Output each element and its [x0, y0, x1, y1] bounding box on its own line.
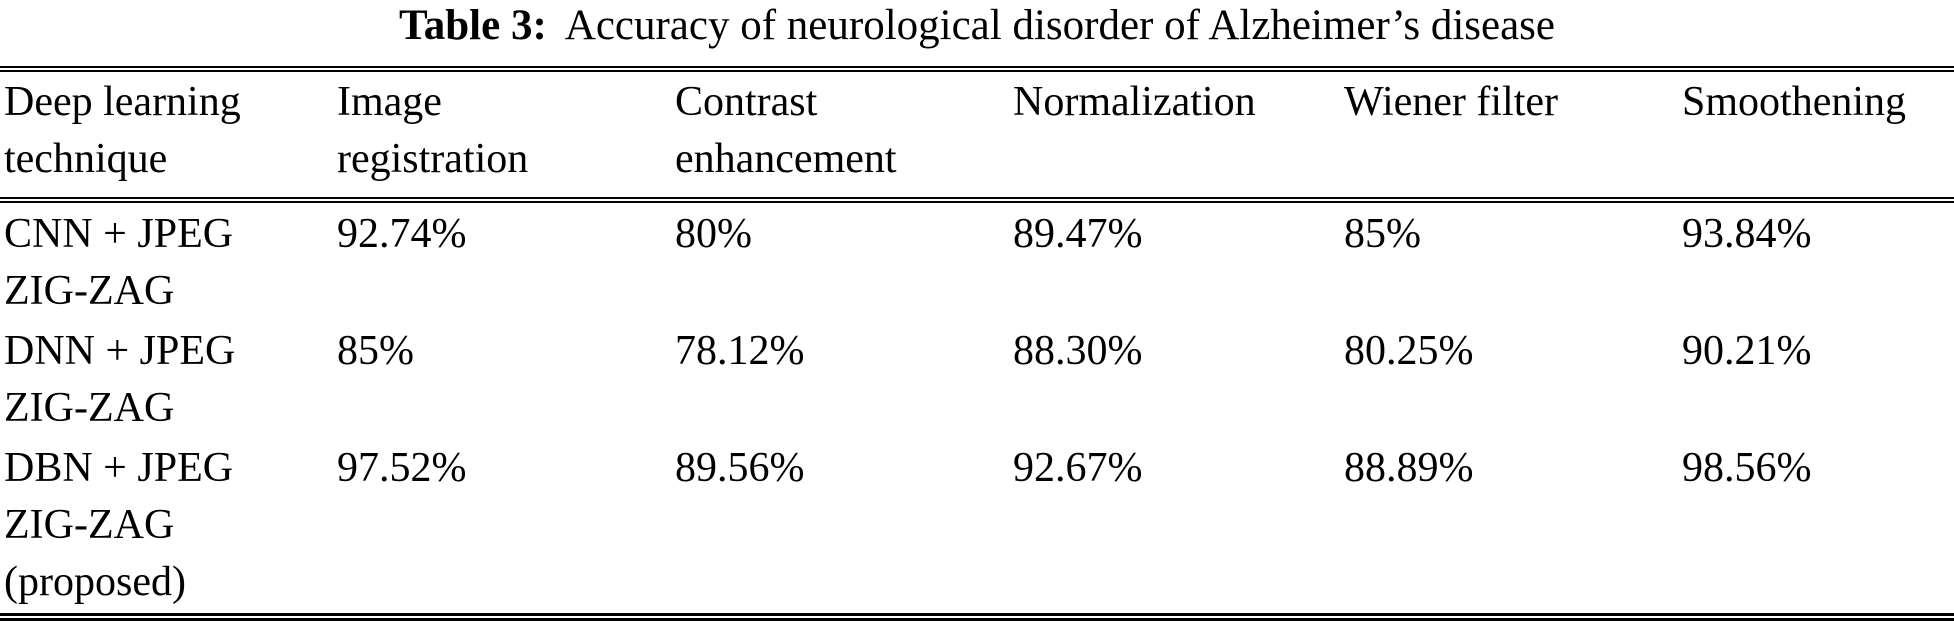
value-cell: 80%	[675, 211, 752, 257]
value-cell: 88.89%	[1344, 445, 1474, 491]
table-header: Deep learning technique Image registrati…	[0, 69, 1954, 203]
column-header-contrast-enhancement: Contrast enhancement	[671, 69, 1009, 203]
value-cell: 89.47%	[1013, 211, 1143, 257]
table-row: DBN + JPEG ZIG-ZAG (proposed) 97.52% 89.…	[0, 437, 1954, 617]
table-caption-label: Table 3:	[399, 2, 547, 49]
technique-cell: DNN + JPEG ZIG-ZAG	[4, 328, 236, 431]
table-caption-text: Accuracy of neurological disorder of Alz…	[564, 2, 1555, 49]
value-cell: 92.67%	[1013, 445, 1143, 491]
technique-cell: DBN + JPEG ZIG-ZAG (proposed)	[4, 445, 234, 605]
column-header-smoothening: Smoothening	[1678, 69, 1954, 203]
value-cell: 93.84%	[1682, 211, 1812, 257]
value-cell: 98.56%	[1682, 445, 1812, 491]
value-cell: 90.21%	[1682, 328, 1812, 374]
column-header-normalization: Normalization	[1009, 69, 1340, 203]
header-row: Deep learning technique Image registrati…	[0, 69, 1954, 203]
technique-cell: CNN + JPEG ZIG-ZAG	[4, 211, 234, 314]
results-table: Deep learning technique Image registrati…	[0, 66, 1954, 621]
column-header-deep-learning-technique: Deep learning technique	[0, 69, 333, 203]
table-caption: Table 3: Accuracy of neurological disord…	[0, 0, 1954, 66]
column-header-image-registration: Image registration	[333, 69, 671, 203]
value-cell: 89.56%	[675, 445, 805, 491]
table-body: CNN + JPEG ZIG-ZAG 92.74% 80% 89.47% 85%…	[0, 200, 1954, 617]
value-cell: 92.74%	[337, 211, 467, 257]
value-cell: 80.25%	[1344, 328, 1474, 374]
table-row: DNN + JPEG ZIG-ZAG 85% 78.12% 88.30% 80.…	[0, 320, 1954, 437]
value-cell: 88.30%	[1013, 328, 1143, 374]
column-header-wiener-filter: Wiener filter	[1340, 69, 1678, 203]
value-cell: 85%	[1344, 211, 1421, 257]
value-cell: 85%	[337, 328, 414, 374]
value-cell: 97.52%	[337, 445, 467, 491]
table-row: CNN + JPEG ZIG-ZAG 92.74% 80% 89.47% 85%…	[0, 200, 1954, 320]
value-cell: 78.12%	[675, 328, 805, 374]
